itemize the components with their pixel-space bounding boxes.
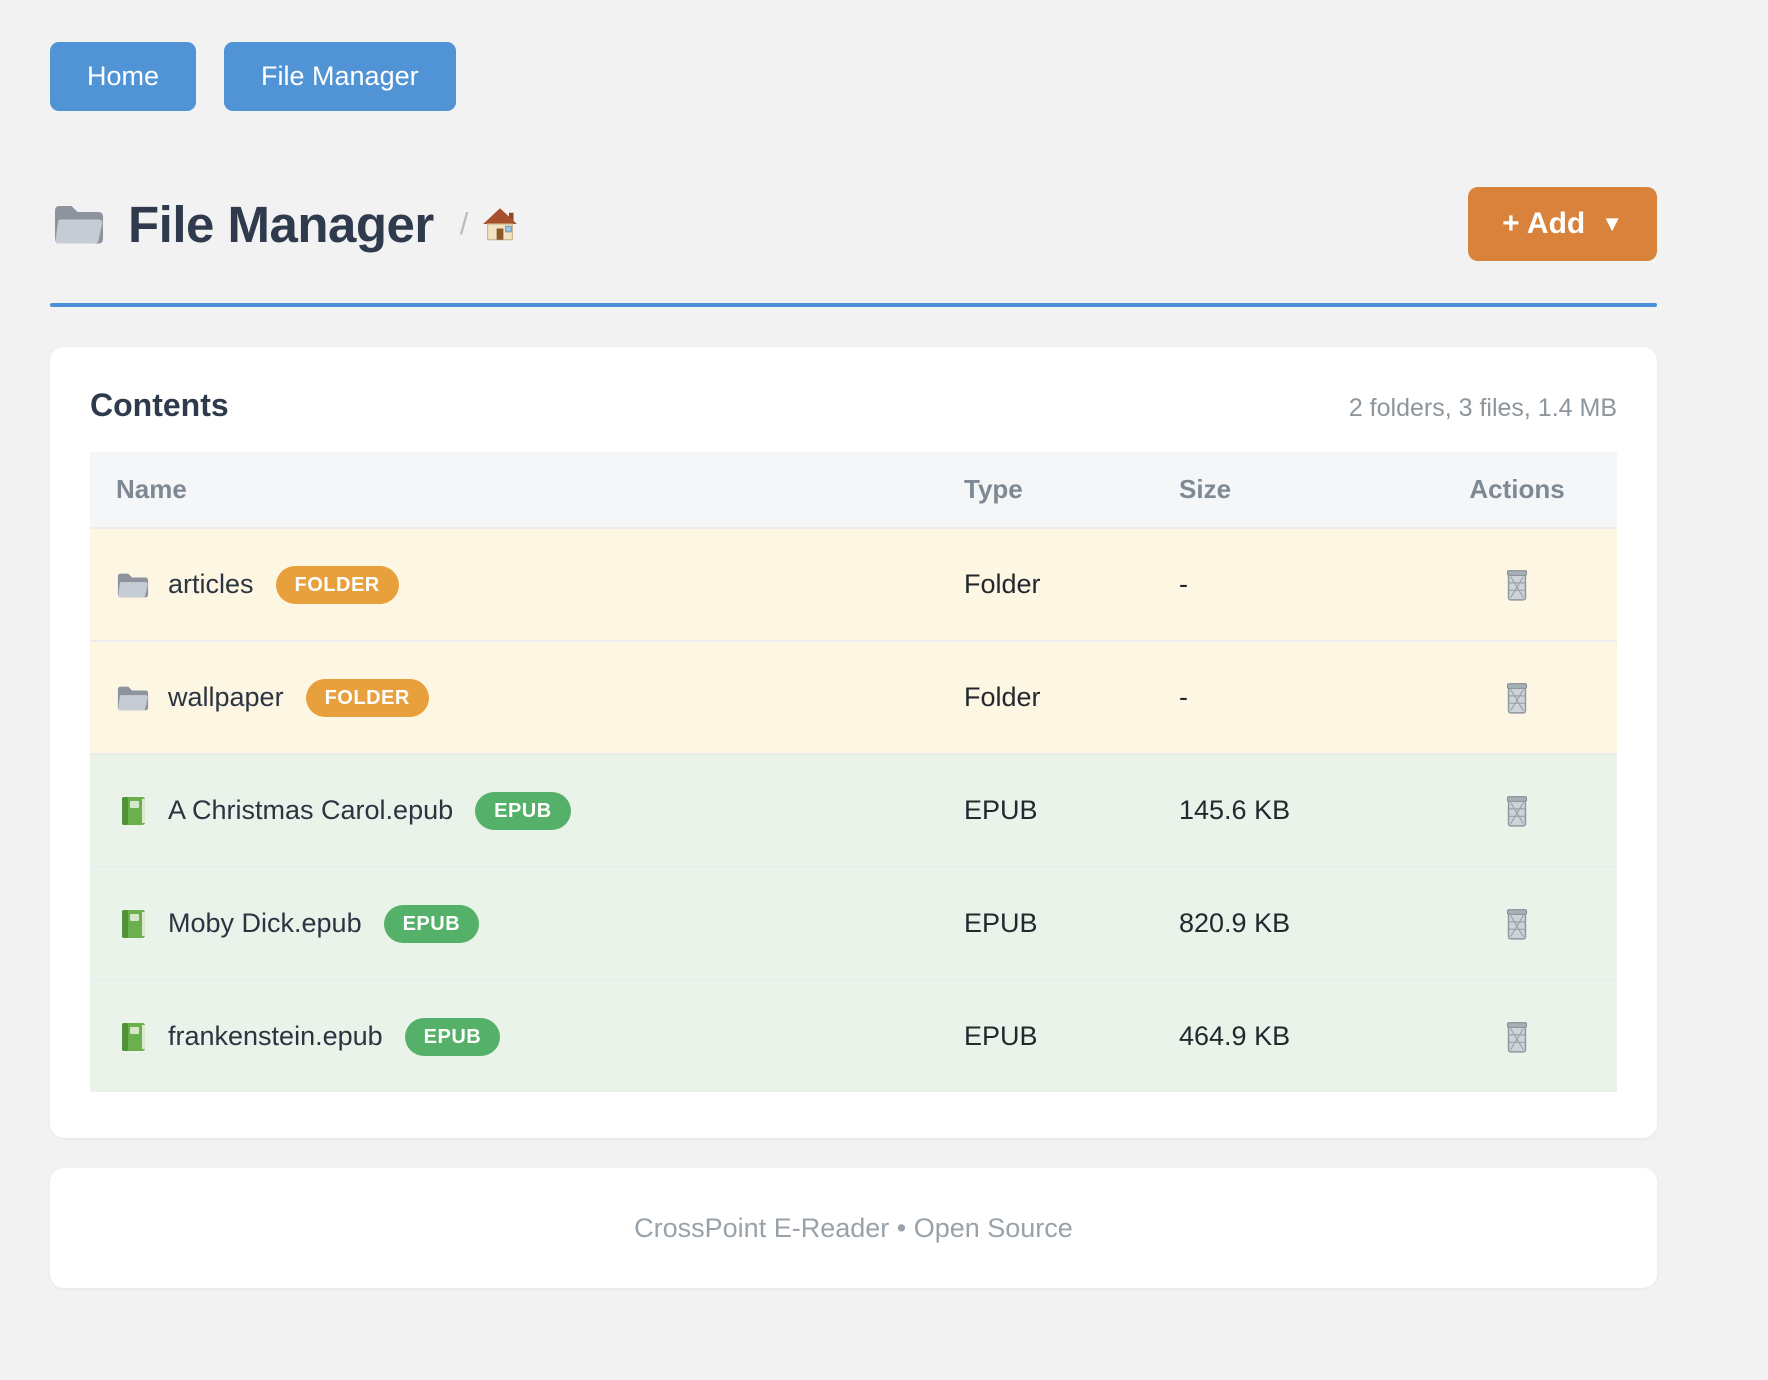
- footer: CrossPoint E-Reader • Open Source: [50, 1168, 1657, 1288]
- file-size: 464.9 KB: [1179, 1021, 1291, 1051]
- file-manager-nav-button[interactable]: File Manager: [224, 42, 456, 111]
- book-icon: [116, 908, 150, 940]
- file-size: -: [1179, 569, 1188, 599]
- add-button[interactable]: + Add ▼: [1468, 187, 1657, 261]
- file-name-link[interactable]: Moby Dick.epub: [168, 908, 362, 938]
- footer-text: CrossPoint E-Reader • Open Source: [634, 1212, 1073, 1243]
- table-row[interactable]: frankenstein.epub EPUB EPUB 464.9 KB: [90, 979, 1617, 1092]
- table-row[interactable]: articles FOLDER Folder -: [90, 527, 1617, 640]
- contents-summary: 2 folders, 3 files, 1.4 MB: [1348, 394, 1617, 422]
- breadcrumb: /: [460, 206, 519, 242]
- file-name-link[interactable]: frankenstein.epub: [168, 1021, 383, 1051]
- table-row[interactable]: wallpaper FOLDER Folder -: [90, 640, 1617, 753]
- folder-icon: [116, 569, 150, 601]
- book-icon: [116, 1021, 150, 1053]
- epub-badge: EPUB: [475, 791, 571, 830]
- folder-icon: [50, 200, 108, 248]
- trash-icon: [1503, 906, 1531, 942]
- file-size: 145.6 KB: [1179, 795, 1291, 825]
- file-size: 820.9 KB: [1179, 908, 1291, 938]
- page-title: File Manager: [128, 195, 434, 253]
- file-type: EPUB: [964, 1021, 1038, 1051]
- home-nav-button[interactable]: Home: [50, 42, 197, 111]
- folder-badge: FOLDER: [275, 565, 399, 604]
- breadcrumb-separator: /: [459, 206, 469, 241]
- column-header-type: Type: [964, 474, 1023, 504]
- table-row[interactable]: Moby Dick.epub EPUB EPUB 820.9 KB: [90, 866, 1617, 979]
- delete-button[interactable]: [1499, 1015, 1535, 1059]
- epub-badge: EPUB: [404, 1017, 501, 1056]
- file-name-link[interactable]: articles: [168, 569, 254, 599]
- epub-badge: EPUB: [383, 904, 480, 943]
- delete-button[interactable]: [1499, 789, 1535, 833]
- delete-button[interactable]: [1499, 902, 1535, 946]
- column-header-actions: Actions: [1469, 474, 1565, 504]
- trash-icon: [1503, 567, 1531, 603]
- table-row[interactable]: A Christmas Carol.epub EPUB EPUB 145.6 K…: [90, 753, 1617, 866]
- folder-icon: [116, 682, 150, 714]
- contents-card: Contents 2 folders, 3 files, 1.4 MB Name…: [50, 347, 1657, 1138]
- file-size: -: [1179, 682, 1188, 712]
- contents-card-header: Contents 2 folders, 3 files, 1.4 MB: [90, 387, 1617, 424]
- delete-button[interactable]: [1499, 676, 1535, 720]
- trash-icon: [1503, 680, 1531, 716]
- title-divider: [50, 303, 1657, 307]
- file-table: Name Type Size Actions articles FOLDER F…: [90, 452, 1617, 1092]
- column-header-size: Size: [1179, 474, 1232, 504]
- home-icon[interactable]: [482, 207, 518, 241]
- table-header-row: Name Type Size Actions: [90, 452, 1617, 527]
- file-type: EPUB: [964, 908, 1038, 938]
- delete-button[interactable]: [1499, 563, 1535, 607]
- top-nav: Home File Manager: [50, 42, 1657, 111]
- trash-icon: [1503, 1019, 1531, 1055]
- file-name-link[interactable]: A Christmas Carol.epub: [168, 795, 454, 825]
- file-type: Folder: [964, 569, 1041, 599]
- page-header: File Manager / + Add ▼: [50, 187, 1657, 261]
- column-header-name: Name: [116, 474, 187, 504]
- book-icon: [116, 795, 150, 827]
- chevron-down-icon: ▼: [1601, 211, 1623, 236]
- file-type: Folder: [964, 682, 1041, 712]
- folder-badge: FOLDER: [305, 678, 429, 717]
- add-button-label: + Add: [1502, 207, 1586, 240]
- trash-icon: [1503, 793, 1531, 829]
- file-type: EPUB: [964, 795, 1038, 825]
- file-name-link[interactable]: wallpaper: [168, 682, 284, 712]
- contents-title: Contents: [90, 387, 229, 423]
